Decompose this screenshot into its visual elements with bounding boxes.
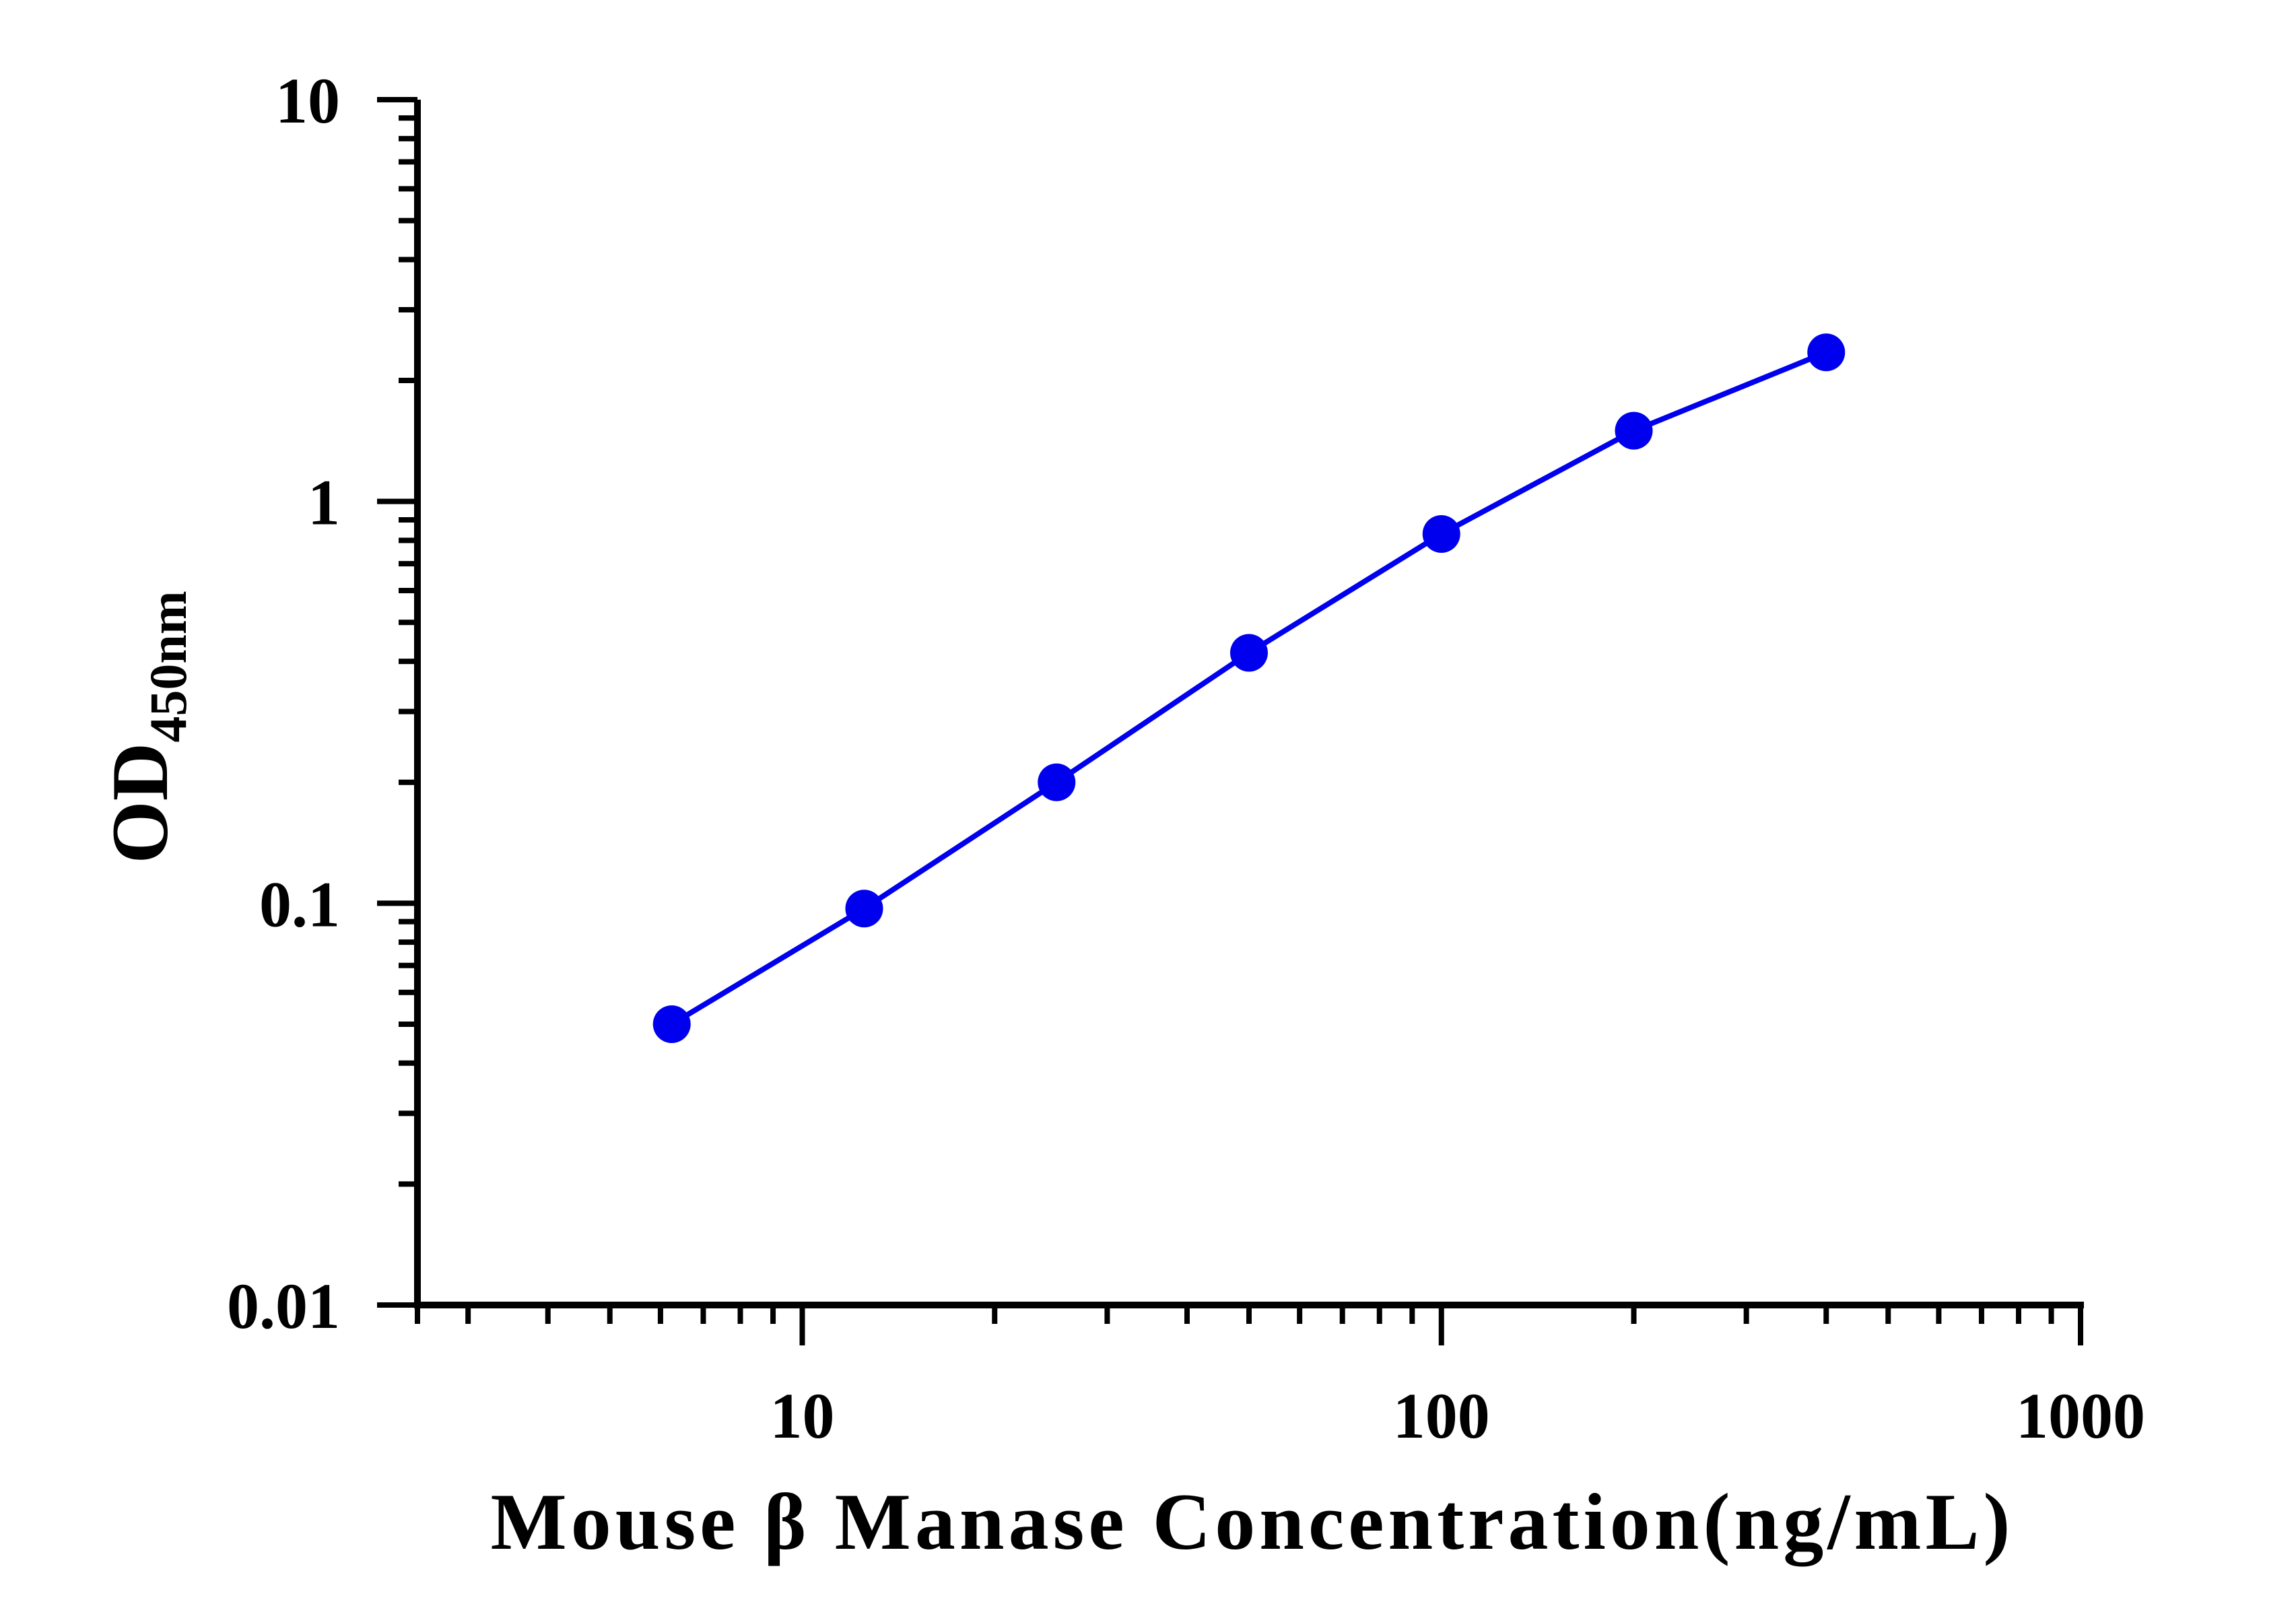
data-point bbox=[1807, 333, 1846, 372]
y-axis-tick-labels: 0.01 0.1 1 10 bbox=[227, 65, 340, 1342]
x-axis-tick-labels: 10 100 1000 bbox=[770, 1380, 2145, 1452]
data-point bbox=[1422, 514, 1460, 553]
x-axis-title: Mouse β Manase Concentration(ng/mL) bbox=[490, 1477, 2014, 1567]
x-tick-label: 1000 bbox=[2016, 1380, 2145, 1452]
x-tick-label: 10 bbox=[770, 1380, 835, 1452]
x-axis-ticks bbox=[415, 1305, 2083, 1345]
data-point bbox=[652, 1005, 691, 1043]
series-line bbox=[670, 349, 1827, 1027]
y-axis-title-subscript: 450nm bbox=[139, 591, 197, 742]
x-tick-label: 100 bbox=[1393, 1380, 1490, 1452]
data-point bbox=[1615, 411, 1653, 450]
y-axis-title: OD450nm bbox=[95, 591, 197, 863]
y-tick-label: 10 bbox=[275, 65, 340, 137]
x-axis: 10 100 1000 bbox=[414, 1302, 2145, 1452]
y-axis-title-main: OD bbox=[95, 743, 184, 864]
data-point bbox=[1038, 763, 1076, 801]
data-point bbox=[845, 890, 883, 928]
data-series bbox=[652, 333, 1846, 1043]
y-axis-ticks bbox=[377, 97, 417, 1308]
y-tick-label: 0.1 bbox=[259, 868, 340, 940]
y-axis: 0.01 0.1 1 10 bbox=[227, 65, 421, 1342]
y-tick-label: 0.01 bbox=[227, 1270, 340, 1342]
data-point bbox=[1230, 634, 1268, 672]
y-tick-label: 1 bbox=[308, 467, 340, 539]
